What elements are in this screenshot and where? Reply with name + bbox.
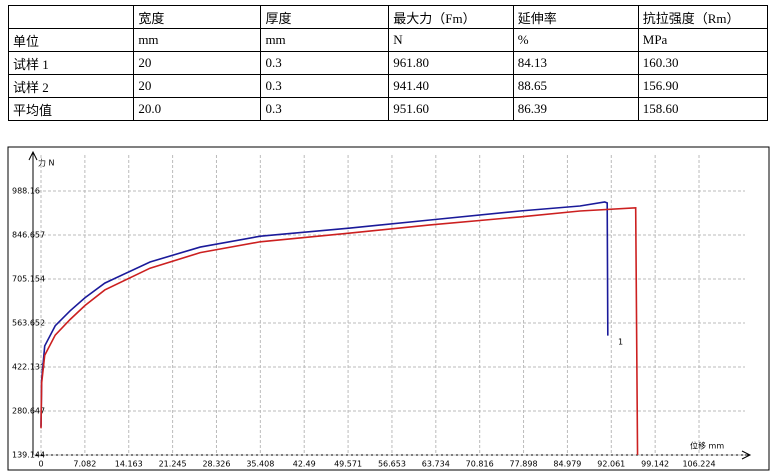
x-tick-label: 14.163	[115, 460, 143, 469]
cell: 160.30	[637, 51, 769, 75]
x-tick-label: 56.653	[378, 460, 406, 469]
cell: MPa	[637, 28, 769, 52]
table-row: 平均值 20.0 0.3 951.60 86.39 158.60	[7, 97, 769, 121]
x-tick-label: 35.408	[246, 460, 274, 469]
y-tick-label: 139.144	[12, 451, 45, 460]
x-tick-label: 49.571	[334, 460, 362, 469]
result-table: 宽度 厚度 最大力（Fm） 延伸率 抗拉强度（Rm） 单位 mm mm N% MPa 试样 1 20 0…	[7, 5, 769, 121]
x-tick-label: 63.734	[422, 460, 450, 469]
x-tick-label: 106.224	[682, 460, 715, 469]
header-cell: 最大力（Fm）	[388, 5, 514, 29]
y-tick-label: 988.16	[12, 187, 40, 196]
x-tick-label: 92.061	[597, 460, 625, 469]
x-tick-label: 70.816	[466, 460, 494, 469]
cell: 0.3	[260, 97, 390, 121]
cell: 平均值	[7, 97, 135, 121]
data-line	[40, 207, 639, 456]
x-tick-label: 0	[38, 460, 43, 469]
data-line	[40, 201, 609, 427]
cell: mm	[260, 28, 390, 52]
cell: 20	[133, 74, 262, 98]
x-tick-label: 84.979	[553, 460, 581, 469]
cell: 单位	[7, 28, 135, 52]
table-row: 单位 mm mm N% MPa	[7, 28, 769, 52]
cell: 88.65	[512, 74, 639, 98]
table-row: 试样 2 20 0.3 941.40 88.65 156.90	[7, 74, 769, 98]
x-arrow	[741, 450, 752, 460]
y-tick-label: 280.647	[12, 407, 45, 416]
cell: 0.3	[260, 74, 390, 98]
x-tick-label: 21.245	[159, 460, 187, 469]
cell: 84.13	[512, 51, 639, 75]
cell: N	[388, 28, 514, 52]
cell: 0.3	[260, 51, 390, 75]
chart-frame	[7, 146, 770, 471]
cell: 86.39	[512, 97, 639, 121]
y-arrow	[28, 150, 38, 161]
x-tick-label: 99.142	[641, 460, 669, 469]
cell: 试样 1	[7, 51, 135, 75]
header-cell: 抗拉强度（Rm）	[637, 5, 769, 29]
x-tick-label: 7.082	[73, 460, 96, 469]
y-tick-label: 846.657	[12, 231, 45, 240]
x-tick-label: 77.898	[510, 460, 538, 469]
cell: 158.60	[637, 97, 769, 121]
x-tick-label: 28.326	[202, 460, 230, 469]
y-axis-label: 力 N	[38, 158, 55, 168]
cell: 951.60	[388, 97, 514, 121]
x-axis-label: 位移 mm	[690, 441, 724, 451]
cell: %	[512, 28, 639, 52]
annotation: 1	[618, 338, 623, 347]
y-tick-label: 422.139	[12, 363, 45, 372]
y-tick-label: 563.652	[12, 319, 45, 328]
x-tick-label: 42.49	[293, 460, 316, 469]
cell: 20.0	[133, 97, 262, 121]
y-tick-label: 705.154	[12, 275, 45, 284]
